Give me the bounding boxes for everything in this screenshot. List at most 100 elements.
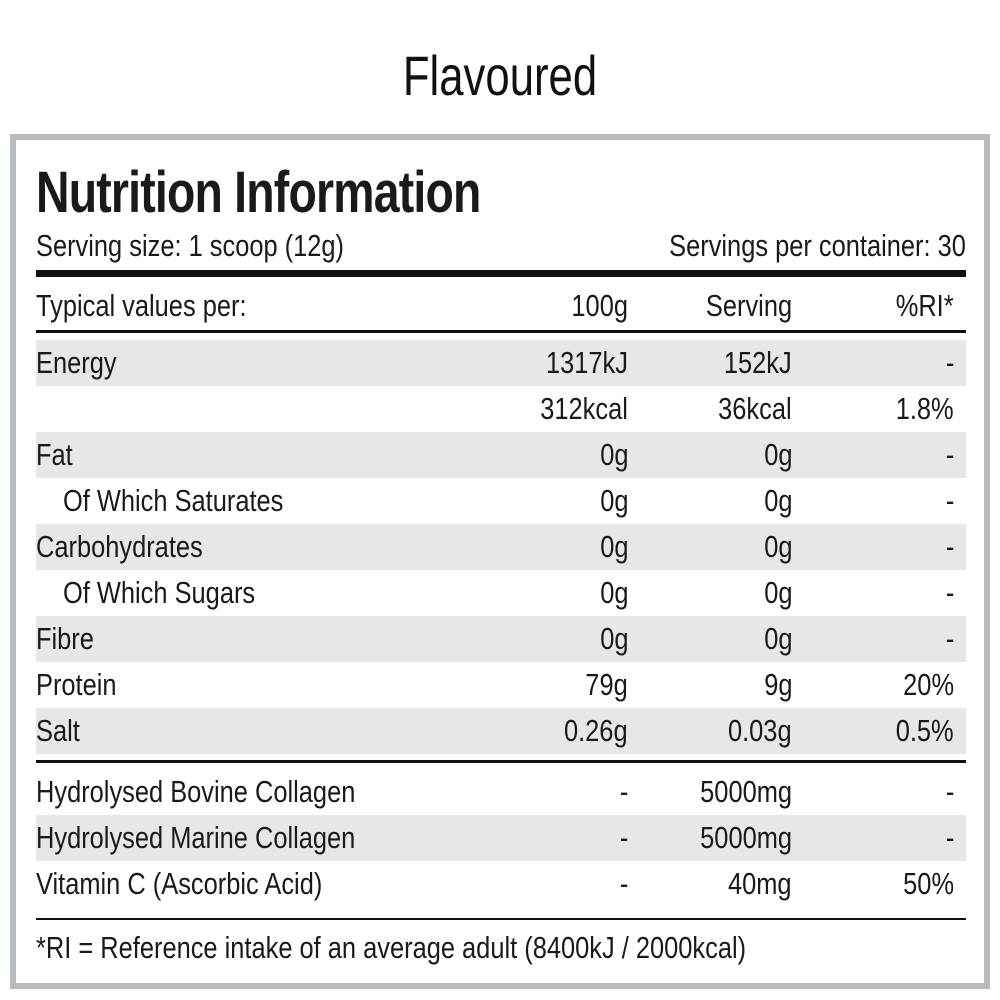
nutrient-name-text: Fibre — [36, 621, 94, 656]
value-per-serving-text: 40mg — [728, 866, 792, 901]
nutrient-name-text: Energy — [36, 345, 117, 380]
value-per-serving: 152kJ — [709, 340, 792, 386]
value-per-100g-text: 0g — [599, 529, 628, 564]
servings-per-container: Servings per container: 30 — [604, 226, 966, 266]
value-per-100g: - — [618, 861, 628, 907]
nutrient-name: Salt — [36, 708, 89, 754]
value-per-100g-text: - — [619, 820, 628, 855]
value-per-serving-text: 5000mg — [700, 774, 792, 809]
flavour-heading: Flavoured — [402, 44, 598, 107]
table-row: Salt 0.26g 0.03g 0.5% — [36, 708, 966, 754]
nutrient-name-text: Of Which Sugars — [63, 575, 256, 610]
value-ri: - — [944, 570, 954, 616]
nutrient-name-text: Carbohydrates — [36, 529, 203, 564]
value-per-serving-text: 9g — [763, 667, 792, 702]
serving-size: Serving size: 1 scoop (12g) — [36, 226, 412, 266]
nutrient-name: Fibre — [36, 616, 107, 662]
value-per-100g: - — [618, 815, 628, 861]
value-ri-text: - — [945, 483, 954, 518]
value-ri-text: - — [945, 529, 954, 564]
value-per-100g-text: 0g — [599, 621, 628, 656]
value-per-serving: 5000mg — [680, 815, 792, 861]
table-row: Protein 79g 9g 20% — [36, 662, 966, 708]
value-per-100g-text: 0.26g — [564, 713, 628, 748]
value-per-100g: 0g — [594, 432, 628, 478]
nutrient-name-text: Fat — [36, 437, 73, 472]
nutrition-panel: Nutrition Information Serving size: 1 sc… — [10, 134, 990, 989]
nutrient-name-text: Hydrolysed Bovine Collagen — [36, 774, 356, 809]
nutrient-name: Fat — [36, 432, 81, 478]
value-ri-text: 50% — [903, 866, 954, 901]
value-ri: 20% — [892, 662, 954, 708]
table-row: Fat 0g 0g - — [36, 432, 966, 478]
panel-title-text: Nutrition Information — [36, 160, 481, 225]
value-per-serving: 9g — [758, 662, 792, 708]
table-row: Of Which Saturates 0g 0g - — [36, 478, 966, 524]
value-per-serving-text: 0g — [763, 575, 792, 610]
value-per-100g: - — [618, 769, 628, 815]
value-per-serving: 0g — [758, 478, 792, 524]
nutrient-name: Of Which Saturates — [63, 478, 332, 524]
value-ri: - — [944, 815, 954, 861]
value-per-serving: 0g — [758, 432, 792, 478]
value-per-100g: 312kcal — [521, 386, 628, 432]
column-header-serving: Serving — [687, 283, 792, 329]
column-header-label-text: Typical values per: — [36, 288, 247, 323]
value-per-100g: 0g — [594, 570, 628, 616]
value-ri: - — [944, 432, 954, 478]
value-ri-text: - — [945, 345, 954, 380]
nutrient-name: Of Which Sugars — [63, 570, 297, 616]
value-per-100g: 0.26g — [550, 708, 628, 754]
table-row: Fibre 0g 0g - — [36, 616, 966, 662]
value-per-serving: 40mg — [714, 861, 792, 907]
nutrient-name: Energy — [36, 340, 134, 386]
value-ri: - — [944, 769, 954, 815]
value-per-serving: 0.03g — [714, 708, 792, 754]
value-per-serving: 0g — [758, 570, 792, 616]
nutrient-name: Hydrolysed Marine Collagen — [36, 815, 425, 861]
value-per-serving-text: 0g — [763, 529, 792, 564]
value-per-100g-text: - — [619, 866, 628, 901]
value-per-100g-text: 312kcal — [540, 391, 628, 426]
value-per-serving: 0g — [758, 524, 792, 570]
value-per-serving-text: 0g — [763, 621, 792, 656]
value-per-100g-text: - — [619, 774, 628, 809]
value-ri-text: - — [945, 575, 954, 610]
footnote: *RI = Reference intake of an average adu… — [36, 926, 902, 970]
serving-info: Serving size: 1 scoop (12g) Servings per… — [36, 226, 966, 266]
nutrient-name-text: Hydrolysed Marine Collagen — [36, 820, 356, 855]
value-ri: - — [944, 340, 954, 386]
value-per-serving-text: 0g — [763, 437, 792, 472]
value-ri: - — [944, 616, 954, 662]
value-ri-text: - — [945, 820, 954, 855]
servings-per-container-text: Servings per container: 30 — [669, 228, 966, 263]
panel-title: Nutrition Information — [36, 158, 592, 228]
value-per-100g: 0g — [594, 616, 628, 662]
value-ri: - — [944, 524, 954, 570]
table-row: Energy 1317kJ 152kJ - — [36, 340, 966, 386]
value-per-serving-text: 0g — [763, 483, 792, 518]
value-ri-text: 20% — [903, 667, 954, 702]
value-per-100g-text: 0g — [599, 483, 628, 518]
value-per-100g: 0g — [594, 524, 628, 570]
value-per-serving: 5000mg — [680, 769, 792, 815]
nutrient-name: Vitamin C (Ascorbic Acid) — [36, 861, 385, 907]
nutrient-name-text: Salt — [36, 713, 80, 748]
column-header-serving-text: Serving — [705, 288, 792, 323]
value-ri: 50% — [892, 861, 954, 907]
divider-thick — [36, 270, 966, 277]
nutrient-name: Carbohydrates — [36, 524, 239, 570]
value-per-serving-text: 0.03g — [728, 713, 792, 748]
column-header-100g: 100g — [559, 283, 628, 329]
value-per-100g-text: 0g — [599, 575, 628, 610]
value-per-serving-text: 36kcal — [718, 391, 792, 426]
nutrient-name: Hydrolysed Bovine Collagen — [36, 769, 425, 815]
value-per-100g: 0g — [594, 478, 628, 524]
table-row: Hydrolysed Marine Collagen - 5000mg - — [36, 815, 966, 861]
value-per-100g: 1317kJ — [528, 340, 628, 386]
table-row: Carbohydrates 0g 0g - — [36, 524, 966, 570]
footnote-text: *RI = Reference intake of an average adu… — [36, 930, 747, 965]
value-per-serving: 36kcal — [702, 386, 792, 432]
column-header-row: Typical values per: 100g Serving %RI* — [36, 283, 966, 329]
value-per-100g-text: 79g — [585, 667, 628, 702]
